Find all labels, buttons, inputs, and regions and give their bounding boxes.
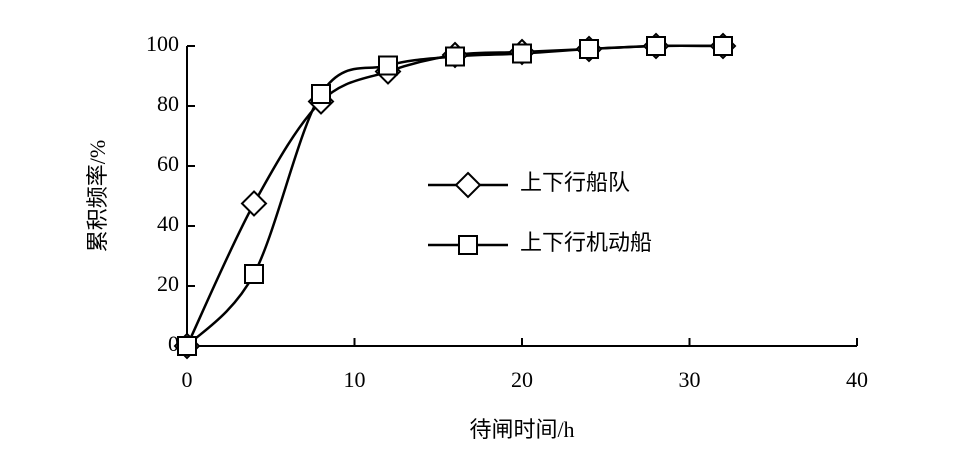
square-marker [445,46,465,67]
square-marker [512,43,532,64]
square-marker [311,84,331,104]
legend-label: 上下行船队 [520,170,630,195]
y-tick-label: 100 [146,31,179,56]
series-line [185,44,724,347]
y-tick-label: 0 [168,331,179,356]
y-tick-label: 40 [157,211,179,236]
series-line [186,44,724,347]
x-tick-label: 20 [511,367,533,392]
x-axis-label: 待闸时间/h [469,417,574,442]
square-marker [378,55,398,76]
square-marker [713,36,733,56]
square-marker [579,39,599,59]
square-marker [244,264,264,284]
x-tick-label: 40 [846,367,868,392]
y-tick-label: 60 [157,151,179,176]
legend-marker [454,171,482,199]
x-tick-label: 0 [182,367,193,392]
square-marker [646,36,666,56]
y-axis-label: 累积频率/% [85,140,110,252]
y-tick-label: 80 [157,91,179,116]
diamond-marker [240,190,268,217]
x-tick-label: 30 [679,367,701,392]
y-tick-label: 20 [157,271,179,296]
x-tick-label: 10 [344,367,366,392]
legend-label: 上下行机动船 [520,230,652,255]
square-marker [177,336,197,356]
legend-marker [458,235,478,255]
